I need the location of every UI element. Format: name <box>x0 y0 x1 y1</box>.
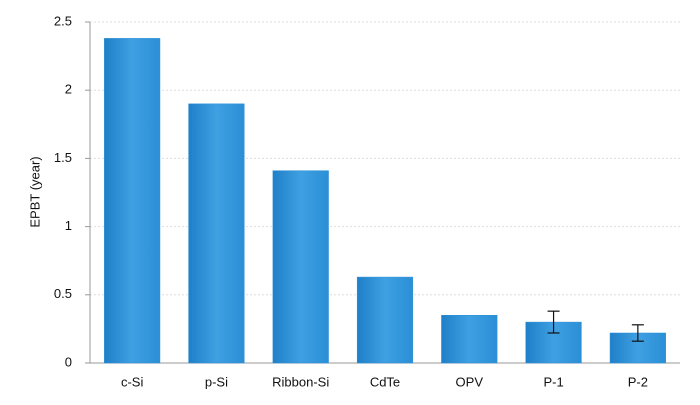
bar <box>188 103 245 364</box>
x-tick-label: P-2 <box>628 374 648 389</box>
y-tick-label: 0.5 <box>54 286 72 301</box>
y-tick-label: 2 <box>65 82 72 97</box>
x-tick-label: CdTe <box>370 374 400 389</box>
x-tick-label: OPV <box>456 374 484 389</box>
y-tick-label: 1 <box>65 218 72 233</box>
y-tick-label: 2.5 <box>54 13 72 28</box>
y-tick-label: 0 <box>65 354 72 369</box>
bar <box>356 276 414 364</box>
y-tick-label: 1.5 <box>54 150 72 165</box>
x-tick-label: Ribbon-Si <box>272 374 329 389</box>
x-tick-label: c-Si <box>121 374 144 389</box>
bar <box>441 315 498 364</box>
x-tick-label: p-Si <box>205 374 228 389</box>
bar <box>104 38 161 364</box>
x-tick-label: P-1 <box>543 374 563 389</box>
bar <box>272 170 329 364</box>
y-axis-label: EPBT (year) <box>27 156 42 227</box>
